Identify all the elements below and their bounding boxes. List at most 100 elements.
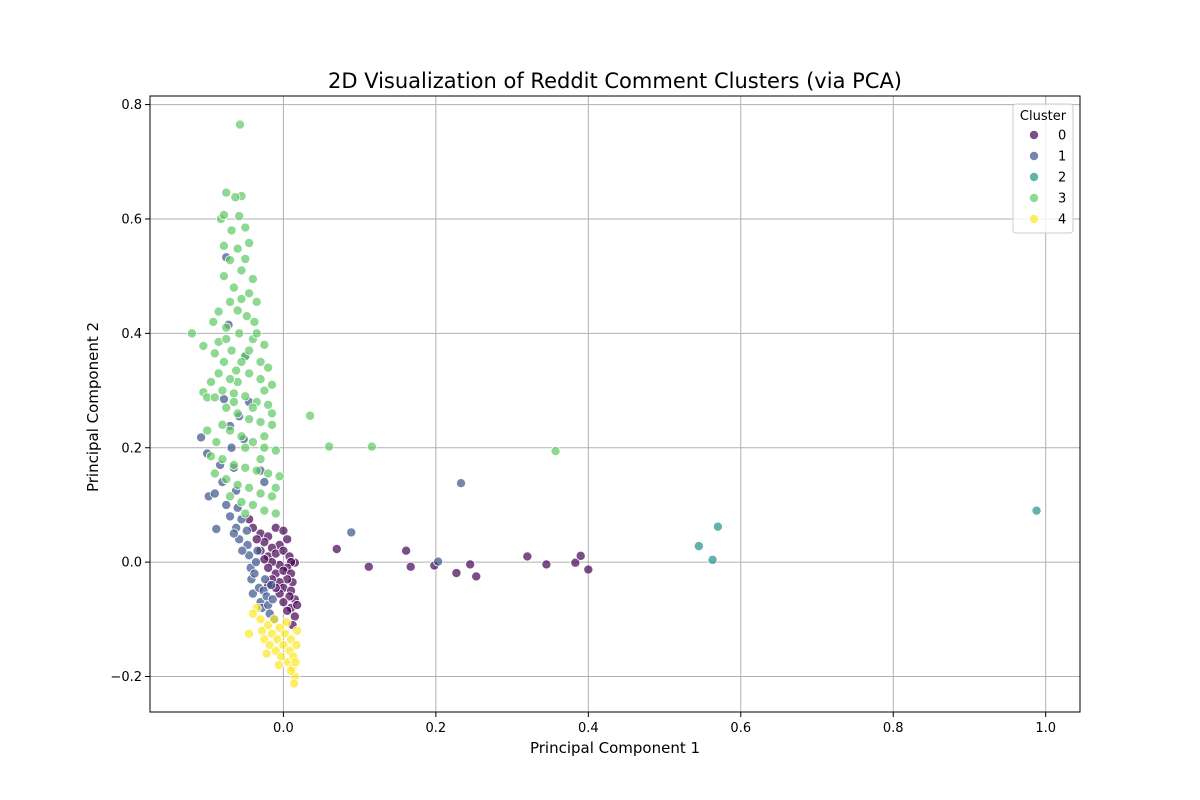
data-point-cluster-0 [363,561,374,572]
x-tick-label: 0.0 [273,721,294,736]
data-point-cluster-1 [226,442,237,453]
data-point-cluster-3 [255,356,266,367]
data-point-cluster-3 [263,362,274,373]
data-point-cluster-3 [232,305,243,316]
legend-marker-cluster-0 [1029,129,1040,140]
data-point-cluster-1 [241,525,252,536]
y-tick-label: 0.0 [121,556,142,571]
data-point-cluster-0 [465,559,476,570]
x-axis-label: Principal Component 1 [530,739,700,757]
legend: Cluster 0 1 2 3 4 [1012,103,1074,234]
data-point-cluster-0 [401,545,412,556]
chart-title: 2D Visualization of Reddit Comment Clust… [328,69,902,93]
data-point-cluster-3 [266,408,277,419]
data-point-cluster-3 [217,385,228,396]
data-point-cluster-0 [451,568,462,579]
data-point-cluster-3 [226,345,237,356]
data-point-cluster-0 [282,605,293,616]
data-point-cluster-0 [278,525,289,536]
data-point-cluster-4 [255,614,266,625]
data-point-cluster-3 [263,399,274,410]
data-point-cluster-4 [247,608,258,619]
data-point-cluster-3 [225,296,236,307]
data-point-cluster-4 [292,625,303,636]
data-point-cluster-0 [405,561,416,572]
data-point-cluster-3 [228,388,239,399]
data-point-cluster-3 [236,356,247,367]
data-point-cluster-0 [278,597,289,608]
data-point-cluster-3 [247,437,258,448]
data-point-cluster-3 [221,334,232,345]
data-point-cluster-0 [263,562,274,573]
data-point-cluster-3 [244,345,255,356]
data-point-cluster-3 [263,468,274,479]
data-point-cluster-1 [267,594,278,605]
data-point-cluster-1 [346,527,357,538]
data-point-cluster-3 [213,368,224,379]
data-point-cluster-3 [247,274,258,285]
data-point-cluster-3 [305,410,316,421]
data-point-cluster-3 [244,414,255,425]
data-point-cluster-0 [292,600,303,611]
y-axis-label: Principal Component 2 [84,322,102,492]
data-point-cluster-3 [198,340,209,351]
data-point-cluster-0 [522,551,533,562]
data-point-cluster-3 [202,425,213,436]
data-point-cluster-3 [232,408,243,419]
data-point-cluster-3 [244,288,255,299]
data-point-cluster-3 [228,396,239,407]
legend-label-cluster-4: 4 [1058,213,1066,228]
data-point-cluster-3 [244,368,255,379]
data-point-cluster-3 [218,271,229,282]
data-point-cluster-3 [366,441,377,452]
x-tick-label: 0.2 [426,721,447,736]
data-point-cluster-0 [278,545,289,556]
legend-marker-cluster-2 [1029,171,1040,182]
data-point-cluster-4 [263,620,274,631]
data-point-cluster-3 [234,211,245,222]
data-point-cluster-3 [247,499,258,510]
data-point-cluster-3 [221,402,232,413]
data-point-cluster-1 [433,556,444,567]
data-point-cluster-1 [211,523,222,534]
data-point-cluster-1 [456,478,467,489]
y-tick-label: 0.6 [121,212,142,227]
legend-label-cluster-3: 3 [1058,192,1066,207]
data-point-cluster-3 [218,240,229,251]
data-point-cluster-3 [209,468,220,479]
data-point-cluster-0 [471,571,482,582]
data-point-cluster-0 [541,559,552,570]
data-point-cluster-4 [289,678,300,689]
data-point-cluster-3 [255,454,266,465]
grid-lines [150,96,1080,712]
data-point-cluster-4 [278,640,289,651]
x-tick-label: 0.8 [883,721,904,736]
y-tick-label: −0.2 [110,670,142,685]
data-point-cluster-3 [228,459,239,470]
legend-marker-cluster-3 [1029,192,1040,203]
data-point-cluster-3 [255,374,266,385]
data-point-cluster-3 [225,374,236,385]
data-point-cluster-3 [259,505,270,516]
data-point-cluster-4 [291,640,302,651]
axis-ticks: 0.0 0.2 0.4 0.6 0.8 1.0 −0.2 0.0 0.2 0.4 0.6 0.8 [110,98,1056,736]
data-point-cluster-1 [228,528,239,539]
data-point-cluster-4 [261,648,272,659]
plot-frame [149,95,1081,713]
data-point-cluster-1 [209,488,220,499]
data-point-cluster-3 [208,316,219,327]
data-point-cluster-2 [693,541,704,552]
data-point-cluster-4 [281,617,292,628]
data-point-cluster-1 [218,394,229,405]
data-point-cluster-3 [228,282,239,293]
data-point-cluster-3 [266,419,277,430]
data-point-cluster-3 [251,296,262,307]
data-point-cluster-1 [252,545,263,556]
data-point-cluster-1 [247,588,258,599]
data-point-cluster-3 [209,348,220,359]
data-point-cluster-4 [244,628,255,639]
data-point-cluster-3 [240,254,251,265]
legend-box [1012,103,1074,234]
data-point-cluster-3 [213,306,224,317]
